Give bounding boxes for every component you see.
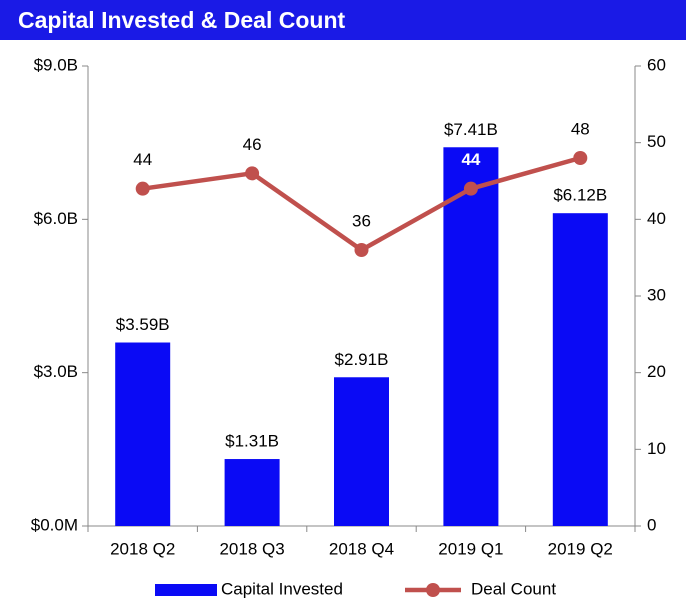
x-tick-label: 2018 Q2 — [110, 539, 175, 558]
title-banner — [0, 0, 686, 40]
x-tick-label: 2019 Q2 — [548, 539, 613, 558]
y-tick-label: $3.0B — [34, 362, 78, 381]
line-marker — [245, 166, 260, 181]
bar — [334, 377, 389, 526]
y2-tick-label: 40 — [647, 209, 666, 228]
bar-value-label: $1.31B — [225, 432, 279, 451]
y2-tick-label: 0 — [647, 515, 656, 534]
x-tick-label: 2018 Q4 — [329, 539, 394, 558]
y2-tick-label: 50 — [647, 132, 666, 151]
x-tick-label: 2019 Q1 — [438, 539, 503, 558]
y2-tick-label: 20 — [647, 362, 666, 381]
line-value-label: 36 — [352, 211, 371, 230]
y-tick-label: $0.0M — [31, 515, 78, 534]
bar-value-label: $7.41B — [444, 120, 498, 139]
y2-tick-label: 60 — [647, 55, 666, 74]
line-value-label: 44 — [461, 150, 480, 169]
legend-label: Capital Invested — [221, 579, 343, 598]
line-marker — [573, 151, 588, 165]
line-value-label: 44 — [133, 150, 152, 169]
legend-marker — [426, 583, 440, 597]
line-value-label: 48 — [571, 119, 590, 138]
y-tick-label: $6.0B — [34, 209, 78, 228]
chart-title: Capital Invested & Deal Count — [18, 7, 346, 33]
y-tick-label: $9.0B — [34, 55, 78, 74]
bar — [115, 342, 171, 526]
y2-tick-label: 10 — [647, 439, 666, 458]
bar — [443, 147, 499, 526]
line-marker — [463, 181, 478, 196]
line-value-label: 46 — [243, 135, 262, 154]
legend-swatch — [155, 584, 217, 596]
bar-value-label: $3.59B — [116, 315, 170, 334]
line-marker — [354, 243, 369, 257]
bar-value-label: $2.91B — [335, 350, 389, 369]
line — [142, 155, 581, 253]
y2-tick-label: 30 — [647, 285, 666, 304]
line-marker — [135, 181, 150, 196]
x-tick-label: 2018 Q3 — [219, 539, 284, 558]
bar — [552, 213, 608, 526]
bar-value-label: $6.12B — [553, 186, 607, 205]
legend-label: Deal Count — [471, 579, 556, 598]
bar — [224, 459, 280, 526]
